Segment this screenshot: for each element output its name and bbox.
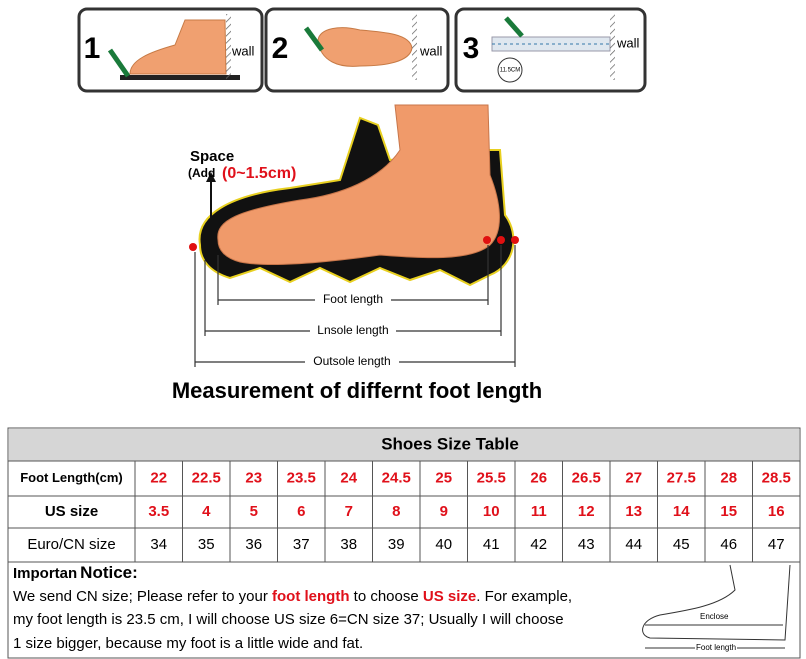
notice-line: We send CN size; Please refer to your fo… [13,588,572,605]
cell: 44 [625,536,642,553]
cell: 41 [483,536,500,553]
cell: 26 [530,469,547,486]
cell: 36 [245,536,262,553]
wall-label: wall [616,35,640,50]
range-label: (0~1.5cm) [222,165,296,182]
cell: 46 [720,536,737,553]
row-label: Euro/CN size [27,536,115,553]
step-number: 2 [272,32,289,65]
notice: Importan Notice: We send CN size; Please … [13,563,791,653]
notice-title: Importan Notice: [13,563,138,582]
figure-foot-length: Foot length [696,643,736,652]
step-number: 1 [84,32,101,65]
cell: 16 [768,503,785,520]
cell: 25 [435,469,452,486]
cell: 6 [297,503,305,520]
cell: 11 [531,503,547,520]
cell: 25.5 [477,469,506,486]
wall-label: wall [419,43,443,58]
row-label: US size [45,503,98,520]
cell: 22 [150,469,167,486]
notice-line: 1 size bigger, because my foot is a litt… [13,635,363,652]
cell: 8 [392,503,400,520]
cell: 26.5 [572,469,601,486]
cell: 3.5 [148,503,169,520]
cell: 45 [673,536,690,553]
cell: 9 [440,503,448,520]
cell: 12 [578,503,595,520]
size-table: Shoes Size Table Foot Length(cm) 22 22.5 23… [7,427,801,659]
cell: 24 [340,469,357,486]
cell: 34 [150,536,167,553]
row-label: Foot Length(cm) [20,470,123,485]
highlight: US size [423,588,476,605]
cell: 39 [388,536,405,553]
cell: 40 [435,536,452,553]
cell: 14 [673,503,690,520]
cell: 37 [293,536,310,553]
measure-label: 11.5CM [500,68,521,74]
notice-heading: Notice: [80,563,138,582]
insole-length-label: Lnsole length [317,323,388,337]
notice-prefix: Importan [13,565,77,582]
text: We send CN size; Please refer to your [13,588,272,605]
space-label: Space [190,148,234,165]
cell: 38 [340,536,357,553]
foot-diagram: Space (Add (0~1.5cm) Foot length Lnsole … [172,104,542,403]
cell: 23.5 [287,469,316,486]
cell: 28 [720,469,737,486]
cell: 24.5 [382,469,411,486]
text: to choose [349,588,422,605]
step-2: 2 wall [264,7,450,93]
foot-length-label: Foot length [323,292,383,306]
cell: 13 [625,503,642,520]
add-label: (Add [188,166,215,180]
cell: 5 [250,503,258,520]
wall-label: wall [231,43,255,58]
cell: 10 [483,503,500,520]
cell: 42 [530,536,547,553]
cell: 28.5 [762,469,791,486]
text: . For example, [476,588,572,605]
cell: 23 [245,469,262,486]
cell: 35 [198,536,215,553]
cell: 7 [345,503,353,520]
cell: 22.5 [192,469,221,486]
enclose-label: Enclose [700,612,729,621]
step-1: 1 wall [77,7,264,93]
cell: 43 [578,536,595,553]
cell: 27 [625,469,642,486]
notice-line: my foot length is 23.5 cm, I will choose… [13,611,564,628]
caption: Measurement of differnt foot length [172,378,542,403]
cell: 47 [768,536,785,553]
cell: 4 [202,503,211,520]
step-3: 3 11.5CM wall [454,7,647,93]
table-title: Shoes Size Table [381,434,519,453]
outsole-length-label: Outsole length [313,354,390,368]
cell: 27.5 [667,469,696,486]
highlight: foot length [272,588,349,605]
step-number: 3 [463,32,480,65]
cell: 15 [720,503,737,520]
